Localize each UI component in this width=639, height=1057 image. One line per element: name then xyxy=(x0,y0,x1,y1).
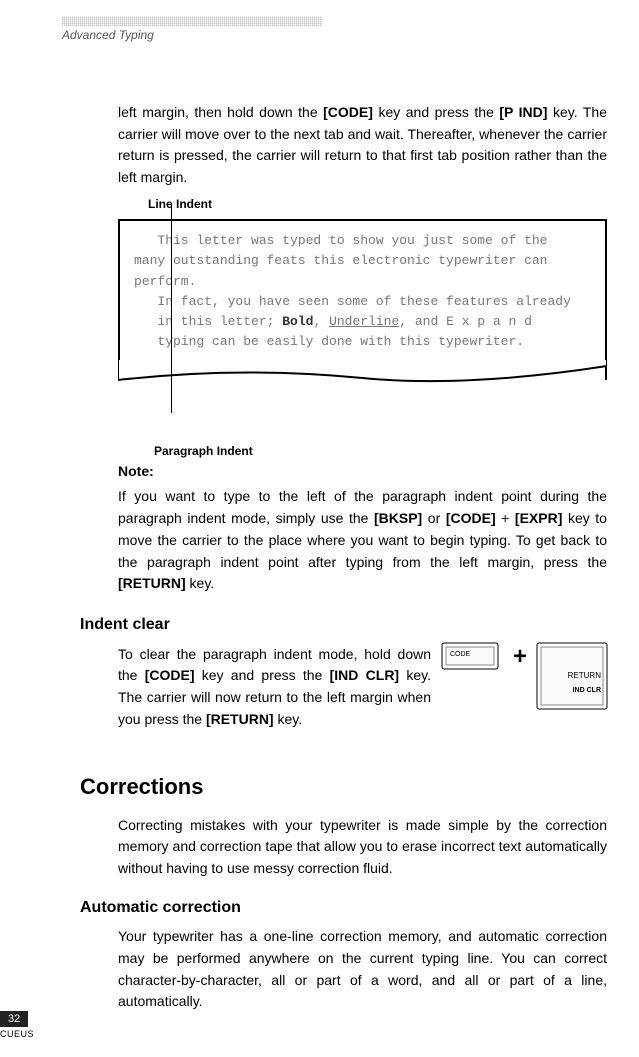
intro-paragraph: left margin, then hold down the [CODE] k… xyxy=(118,102,607,189)
corrections-heading: Corrections xyxy=(80,770,607,804)
key-combo-diagram: CODE + RETURN IND CLR xyxy=(441,642,609,712)
keycap-return-label: RETURN xyxy=(568,671,602,680)
sample-line: , and E x p a n d xyxy=(399,314,532,329)
corrections-paragraph: Correcting mistakes with your typewriter… xyxy=(118,815,607,880)
automatic-correction-heading: Automatic correction xyxy=(80,896,607,921)
sample-typewriter-box: This letter was typed to show you just s… xyxy=(118,219,607,394)
sample-bold: Bold xyxy=(282,314,313,329)
sample-text: This letter was typed to show you just s… xyxy=(118,219,607,380)
intro-text: left margin, then hold down the [CODE] k… xyxy=(118,104,607,185)
note-label: Note: xyxy=(118,461,607,483)
sample-underline: Underline xyxy=(329,314,399,329)
footer-code: CUEUS xyxy=(0,1029,34,1039)
sample-line: perform. xyxy=(134,274,196,289)
running-head: Advanced Typing xyxy=(62,28,611,42)
page-footer: 32 CUEUS xyxy=(0,1009,34,1039)
note-paragraph: If you want to type to the left of the p… xyxy=(118,486,607,594)
sample-line: In fact, you have seen some of these fea… xyxy=(134,294,571,309)
sample-line: This letter was typed to show you just s… xyxy=(134,233,547,248)
sample-line: , xyxy=(313,314,329,329)
plus-icon: + xyxy=(513,643,527,670)
page-number: 32 xyxy=(0,1011,28,1027)
keycap-code-label: CODE xyxy=(450,651,471,658)
sample-line: typing can be easily done with this type… xyxy=(134,334,524,349)
sample-line: in this letter; xyxy=(134,314,282,329)
torn-edge-icon xyxy=(118,358,607,394)
indent-guideline xyxy=(171,203,172,413)
paragraph-indent-label: Paragraph Indent xyxy=(154,442,607,461)
line-indent-label: Line Indent xyxy=(148,195,607,214)
indent-clear-heading: Indent clear xyxy=(80,613,607,638)
sample-line: many outstanding feats this electronic t… xyxy=(134,253,547,268)
keycap-indclr-label: IND CLR xyxy=(573,687,601,694)
header-rule xyxy=(62,16,322,26)
automatic-correction-paragraph: Your typewriter has a one-line correctio… xyxy=(118,926,607,1013)
